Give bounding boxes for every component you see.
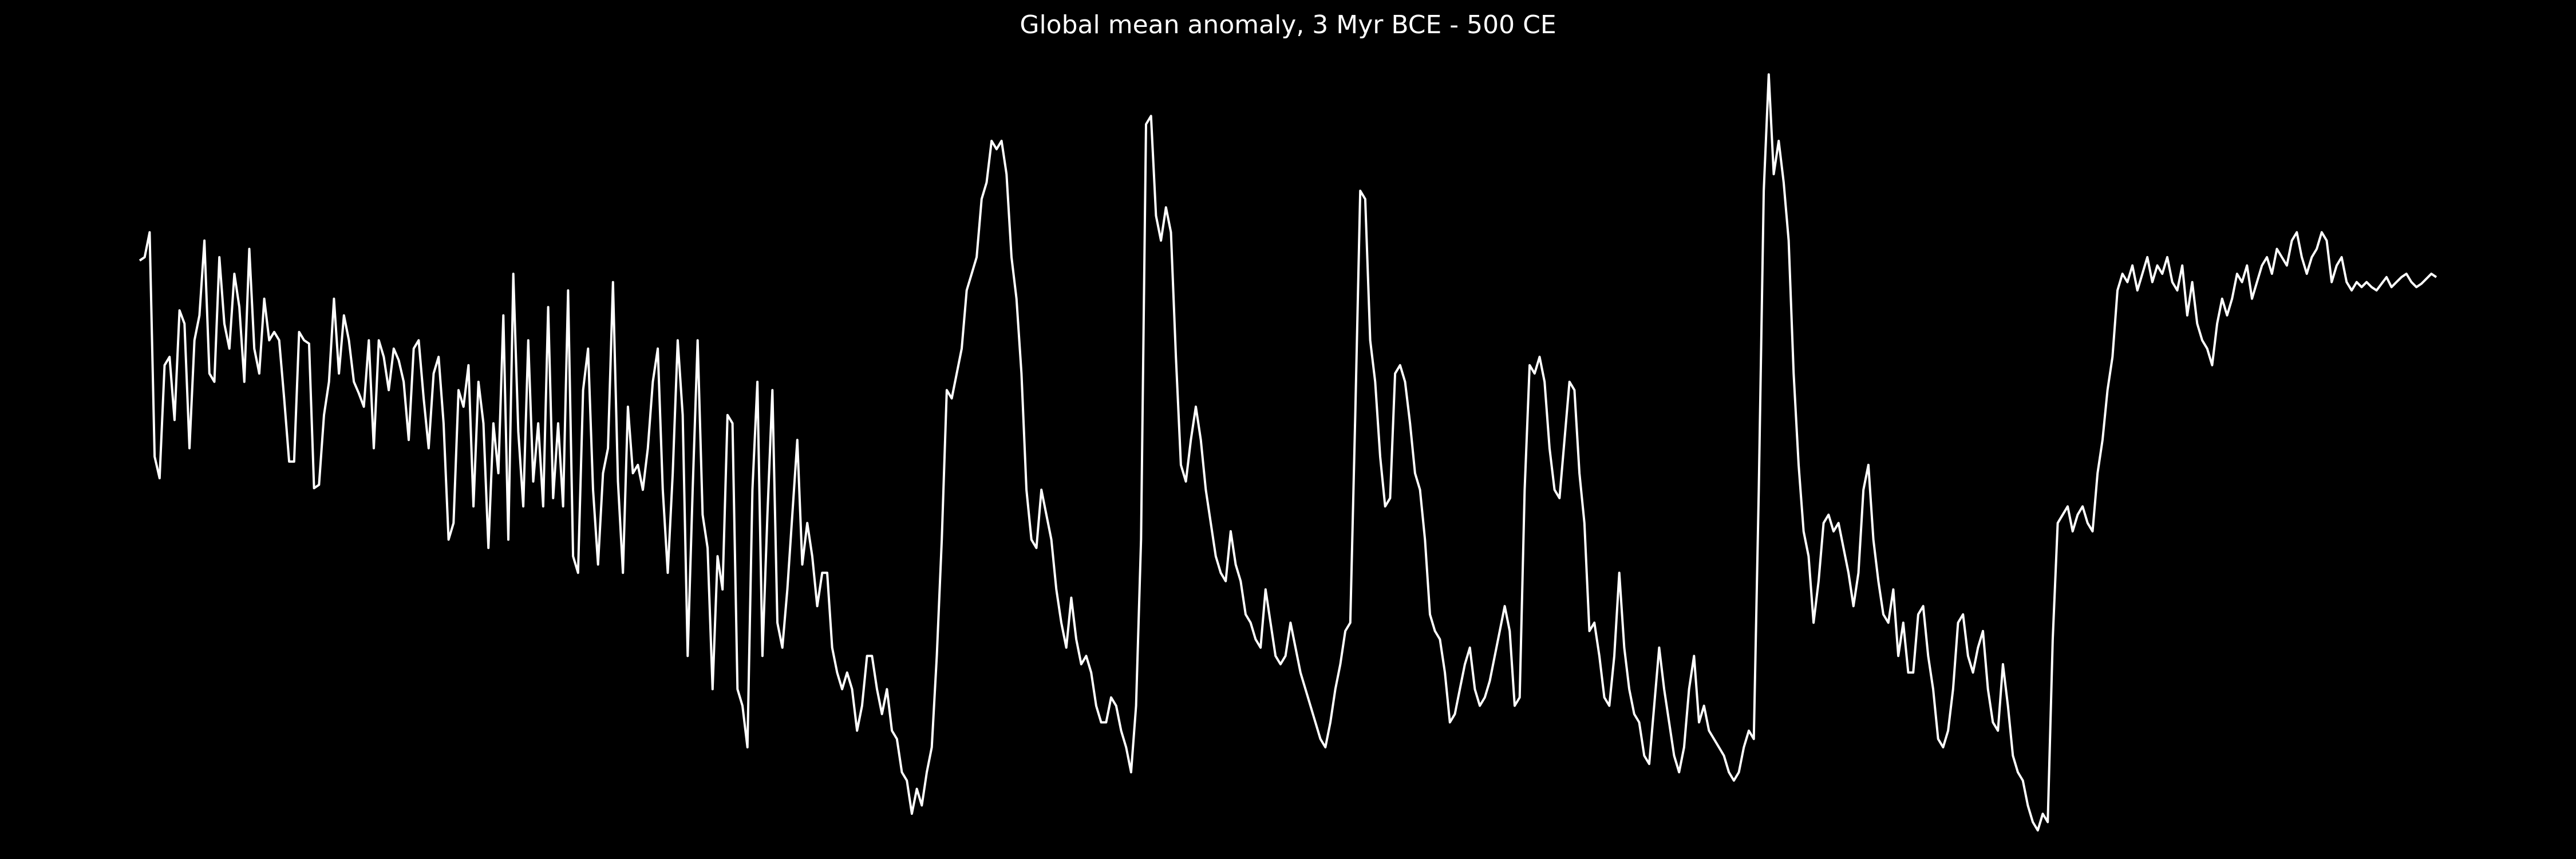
chart-title: Global mean anomaly, 3 Myr BCE - 500 CE xyxy=(1020,10,1556,40)
data-line xyxy=(139,73,2437,832)
